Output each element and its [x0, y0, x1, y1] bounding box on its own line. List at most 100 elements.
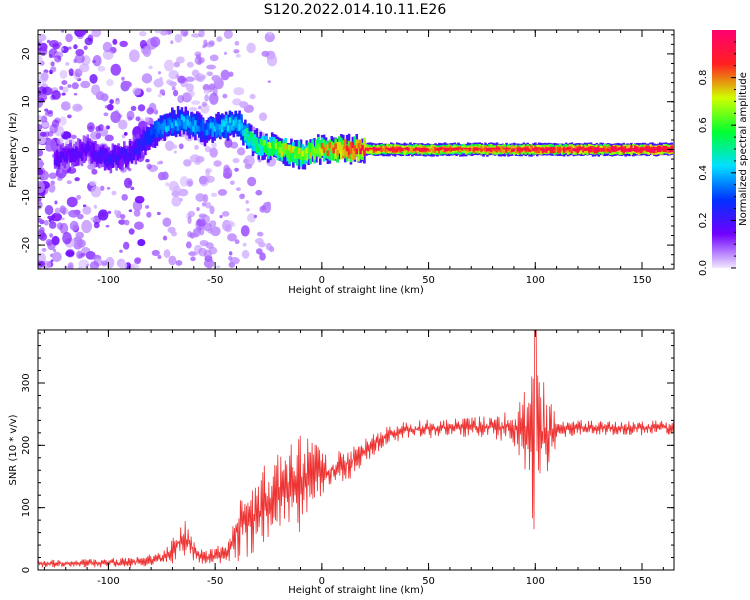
noise-blob — [39, 226, 45, 234]
noise-blob — [106, 187, 111, 190]
snr-panel: -100 -50 0 50 100 150 0 100 200 300 Height of str… — [8, 329, 675, 596]
noise-blob — [186, 178, 194, 187]
noise-blob — [210, 192, 218, 198]
noise-blob — [74, 53, 85, 64]
ridge-segment — [240, 122, 243, 129]
ridge-segment — [153, 129, 157, 135]
noise-blob — [130, 186, 135, 191]
ridge-segment — [121, 148, 124, 155]
noise-blob — [79, 63, 90, 73]
noise-blob — [189, 233, 199, 238]
noise-blob — [65, 33, 73, 43]
noise-blob — [56, 222, 64, 230]
noise-blob — [212, 86, 218, 97]
ridge-segment — [92, 142, 95, 155]
noise-blob — [194, 56, 203, 65]
ridge-segment — [472, 148, 476, 152]
noise-blob — [121, 76, 125, 81]
noise-blob — [204, 146, 212, 153]
ridge-segment — [267, 141, 270, 148]
ridge-segment — [557, 147, 560, 151]
ridge-peak — [419, 147, 427, 150]
ridge-segment — [626, 148, 629, 152]
noise-blob — [198, 247, 208, 257]
ridge-segment — [309, 142, 312, 155]
ridge-segment — [199, 122, 203, 129]
noise-blob — [222, 93, 228, 99]
y-tick-label: -10 — [21, 189, 32, 205]
ridge-segment — [257, 146, 261, 153]
ridge-segment — [391, 147, 395, 151]
noise-blob — [38, 200, 43, 210]
ridge-segment — [612, 148, 616, 152]
noise-blob — [223, 30, 233, 39]
ridge-segment — [336, 149, 339, 156]
noise-blob — [141, 73, 153, 84]
noise-blob — [105, 125, 111, 130]
ridge-segment — [499, 148, 503, 152]
ridge-segment — [451, 147, 455, 151]
noise-blob — [233, 87, 245, 96]
ridge-segment — [282, 146, 286, 153]
ridge-segment — [426, 148, 430, 152]
ridge-segment — [505, 148, 508, 152]
noise-blob — [166, 79, 173, 85]
ridge-segment — [649, 148, 652, 152]
ridge-segment — [105, 160, 109, 166]
noise-blob — [211, 74, 221, 82]
noise-blob — [67, 262, 74, 269]
noise-blob — [85, 250, 96, 260]
ridge-segment — [418, 148, 422, 152]
noise-blob — [54, 207, 61, 215]
x-tick-label: -50 — [207, 275, 223, 286]
ridge-segment — [94, 151, 97, 158]
ridge-segment — [219, 124, 222, 130]
noise-blob — [186, 61, 194, 68]
noise-blob — [93, 221, 100, 229]
ridge-segment — [557, 147, 560, 154]
ridge-segment — [88, 145, 92, 152]
noise-blob — [256, 231, 264, 237]
ridge-segment — [251, 133, 255, 145]
ridge-segment — [293, 148, 297, 155]
ridge-segment — [484, 147, 487, 151]
noise-blob — [195, 219, 205, 230]
ridge-segment — [103, 148, 107, 160]
noise-blob — [38, 168, 44, 176]
ridge-segment — [182, 116, 186, 123]
y-tick-label: 20 — [21, 48, 32, 61]
noise-blob — [198, 30, 205, 38]
ridge-segment — [132, 148, 136, 161]
ridge-segment — [380, 148, 384, 152]
ridge-segment — [643, 147, 647, 154]
ridge-segment — [574, 148, 578, 152]
ridge-segment — [295, 147, 299, 154]
ridge-peak — [375, 147, 381, 150]
noise-blob — [128, 49, 140, 63]
ridge-segment — [568, 148, 572, 152]
noise-blob — [221, 210, 230, 217]
ridge-segment — [420, 148, 424, 152]
noise-blob — [163, 249, 171, 258]
ridge-segment — [355, 148, 359, 155]
noise-blob — [149, 168, 156, 173]
noise-blob — [38, 181, 45, 193]
ridge-segment — [249, 131, 253, 138]
noise-blob — [38, 149, 43, 157]
ridge-segment — [297, 148, 301, 154]
ridge-segment — [278, 147, 282, 154]
noise-blob — [246, 42, 256, 54]
ridge-segment — [359, 148, 362, 155]
noise-blob — [51, 235, 60, 246]
ridge-segment — [351, 148, 355, 160]
noise-blob — [112, 38, 118, 45]
ridge-segment — [670, 145, 674, 152]
noise-blob — [240, 225, 250, 237]
ridge-segment — [470, 147, 474, 151]
noise-blob — [51, 212, 63, 222]
noise-blob — [54, 200, 58, 205]
ridge-segment — [326, 144, 330, 156]
x-tick-label: 100 — [526, 576, 545, 587]
ridge-segment — [267, 145, 270, 157]
ridge-segment — [255, 137, 259, 144]
